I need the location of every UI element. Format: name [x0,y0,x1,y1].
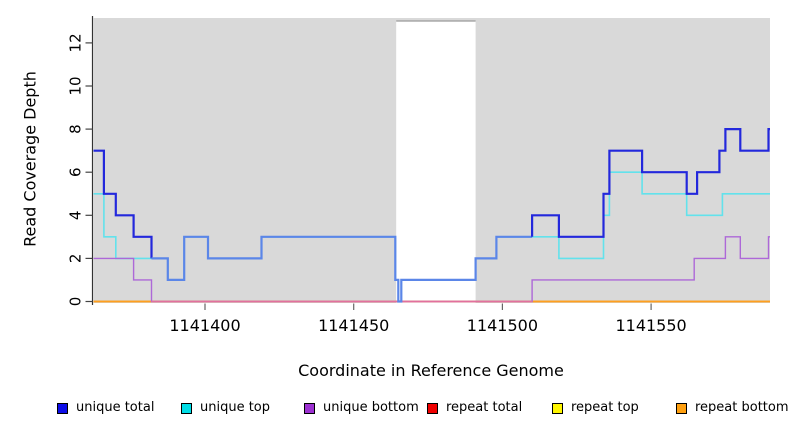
legend-label: unique total [76,400,155,415]
x-axis-title: Coordinate in Reference Genome [298,361,564,380]
legend-item-unique-top: unique top [181,401,270,415]
series-unique-total [531,128,770,238]
y-axis-tick-label: 12 [67,33,85,52]
series-unique-bottom [93,236,770,303]
x-axis-tick-label: 1141500 [467,316,538,335]
y-axis-title: Read Coverage Depth [20,71,40,247]
legend-swatch-icon [552,402,563,414]
y-axis-tick-label: 10 [67,76,85,95]
series-unique-total [151,235,533,303]
series-unique-total [93,149,153,259]
legend-label: repeat total [446,400,523,415]
x-axis-tick-label: 1141400 [169,316,240,335]
legend-swatch-icon [304,402,315,414]
legend-swatch-icon [181,402,192,414]
legend-label: repeat top [571,400,639,415]
uncovered-region [396,21,476,303]
legend-item-repeat-top: repeat top [552,401,639,415]
legend-swatch-icon [676,402,687,414]
legend-item-unique-total: unique total [57,401,154,415]
x-axis-tick-label: 1141550 [615,316,686,335]
y-axis-tick-label: 0 [67,297,85,307]
legend-swatch-icon [427,402,438,414]
y-axis-tick-label: 6 [67,167,85,177]
coverage-chart: 0 2 4 6 8 10 12 1141400 1141450 1141500 1141550 [67,16,770,335]
y-axis-tick-label: 4 [67,211,85,221]
legend-item-repeat-total: repeat total [427,401,522,415]
y-axis-tick-label: 8 [67,124,85,134]
legend-item-unique-bottom: unique bottom [304,401,419,415]
legend-label: unique bottom [323,400,419,415]
legend-label: unique top [200,400,271,415]
legend-swatch-icon [57,402,68,414]
legend-label: repeat bottom [695,400,789,415]
x-axis-tick-label: 1141450 [318,316,389,335]
y-axis-tick-label: 2 [67,254,85,264]
legend-item-repeat-bottom: repeat bottom [676,401,789,415]
